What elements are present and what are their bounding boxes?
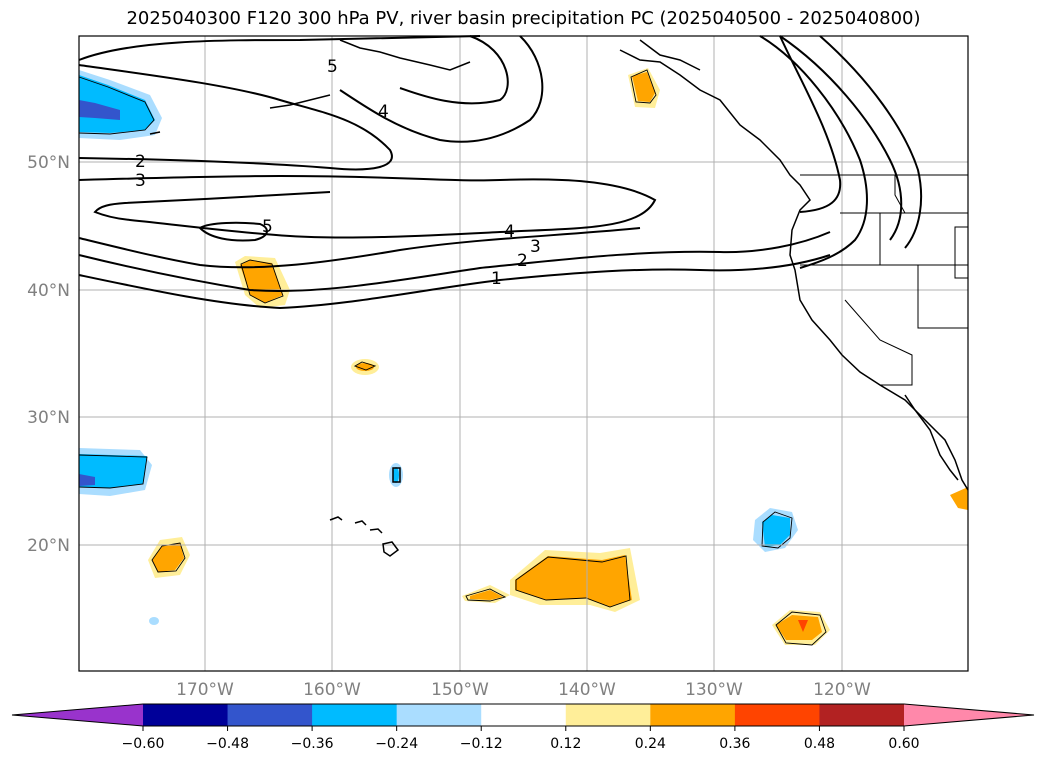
lon-label: 140°W <box>558 680 616 700</box>
pv-label: 4 <box>378 102 389 122</box>
pv-label: 5 <box>327 57 338 77</box>
lon-label: 120°W <box>813 680 871 700</box>
lon-label: 160°W <box>303 680 361 700</box>
lat-label: 50°N <box>27 153 70 173</box>
colorbar-tick-label: −0.36 <box>291 736 334 752</box>
pv-label: 5 <box>262 217 273 237</box>
colorbar-segment <box>143 704 229 726</box>
colorbar-tick-label: −0.24 <box>375 736 418 752</box>
pv-contour-labels: 5 4 2 3 5 4 3 2 1 <box>135 57 541 289</box>
colorbar-segment <box>481 704 567 726</box>
lon-label: 150°W <box>431 680 489 700</box>
islands <box>329 467 401 557</box>
map-frame <box>78 35 969 672</box>
colorbar-tick-label: 0.48 <box>804 736 835 752</box>
map-title: 2025040300 F120 300 hPa PV, river basin … <box>126 8 921 29</box>
colorbar-segment <box>396 704 482 726</box>
pv-contours <box>78 35 923 310</box>
colorbar-tick-label: −0.60 <box>122 736 165 752</box>
pv-label: 3 <box>135 171 146 191</box>
colorbar-segment <box>227 704 313 726</box>
lon-label: 130°W <box>685 680 743 700</box>
pv-label: 4 <box>504 222 515 242</box>
colorbar-tick-label: 0.24 <box>635 736 666 752</box>
colorbar-segment <box>565 704 651 726</box>
coastlines <box>149 39 969 491</box>
pv-label: 1 <box>491 269 502 289</box>
lat-label: 30°N <box>27 408 70 428</box>
pv-label: 3 <box>530 237 541 257</box>
pv-label: 2 <box>517 251 528 271</box>
colorbar-segment <box>734 704 820 726</box>
colorbar-extend-high <box>904 704 1034 726</box>
lon-label: 170°W <box>176 680 234 700</box>
colorbar-tick-label: 0.36 <box>719 736 750 752</box>
colorbar: −0.60 −0.48 −0.36 −0.24 −0.12 0.12 0.24 0.36 0.4… <box>11 703 1035 752</box>
precip-contours <box>78 69 827 646</box>
colorbar-tick-label: −0.12 <box>460 736 503 752</box>
colorbar-tick-label: 0.12 <box>550 736 581 752</box>
colorbar-tick-label: −0.48 <box>206 736 249 752</box>
colorbar-tick-label: 0.60 <box>888 736 919 752</box>
lat-label: 20°N <box>27 536 70 556</box>
precip-shading <box>79 68 968 645</box>
longitude-labels: 170°W 160°W 150°W 140°W 130°W 120°W <box>176 680 871 700</box>
latitude-labels: 50°N 40°N 30°N 20°N <box>27 153 70 556</box>
colorbar-segment <box>819 704 905 726</box>
colorbar-segment <box>312 704 398 726</box>
pv-label: 2 <box>135 152 146 172</box>
borders <box>800 174 969 401</box>
colorbar-segment <box>650 704 736 726</box>
lat-label: 40°N <box>27 281 70 301</box>
colorbar-extend-low <box>12 704 143 726</box>
